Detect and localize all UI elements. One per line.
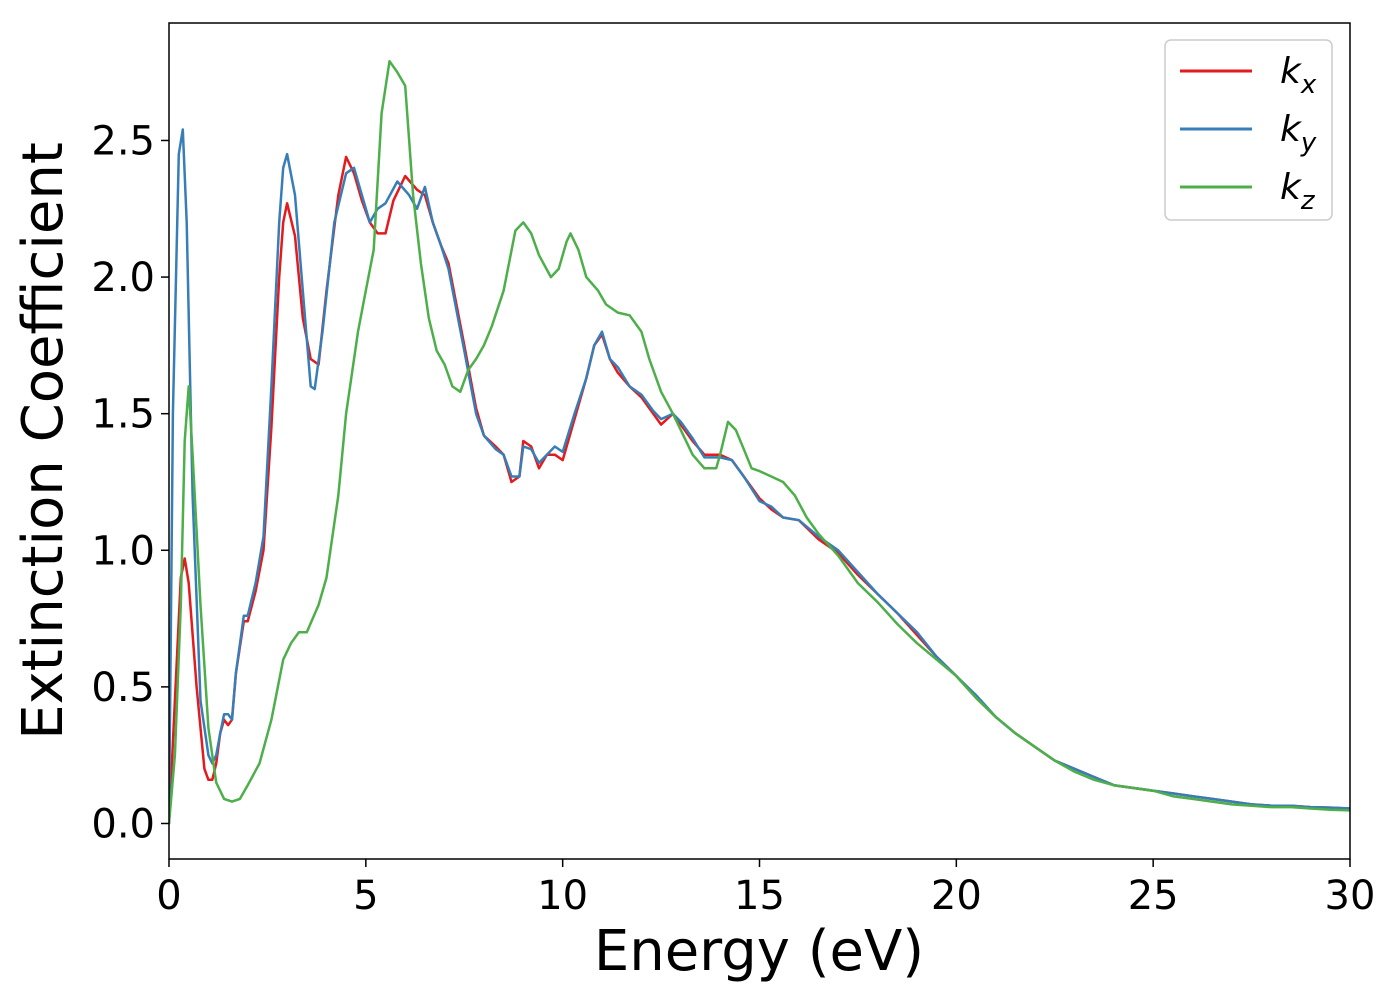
x-axis-ticks: 0 5 10 15 20 25 30 xyxy=(156,859,1375,919)
x-tick-label: 15 xyxy=(734,873,785,919)
y-axis-title: Extinction Coefficient xyxy=(11,142,76,740)
x-tick-label: 10 xyxy=(537,873,588,919)
series-line-kz xyxy=(169,59,1350,825)
x-tick-label: 20 xyxy=(931,873,982,919)
x-tick-label: 0 xyxy=(156,873,181,919)
y-tick-label: 1.5 xyxy=(91,392,155,438)
x-tick-label: 5 xyxy=(353,873,378,919)
y-axis-ticks: 0.0 0.5 1.0 1.5 2.0 2.5 xyxy=(91,118,169,847)
series-layer xyxy=(169,59,1350,825)
x-tick-label: 25 xyxy=(1128,873,1179,919)
y-tick-label: 2.5 xyxy=(91,118,155,164)
x-axis-title: Energy (eV) xyxy=(594,919,924,984)
x-tick-label: 30 xyxy=(1325,873,1376,919)
y-tick-label: 1.0 xyxy=(91,528,155,574)
y-tick-label: 0.5 xyxy=(91,665,155,711)
y-tick-label: 0.0 xyxy=(91,801,155,847)
y-tick-label: 2.0 xyxy=(91,255,155,301)
